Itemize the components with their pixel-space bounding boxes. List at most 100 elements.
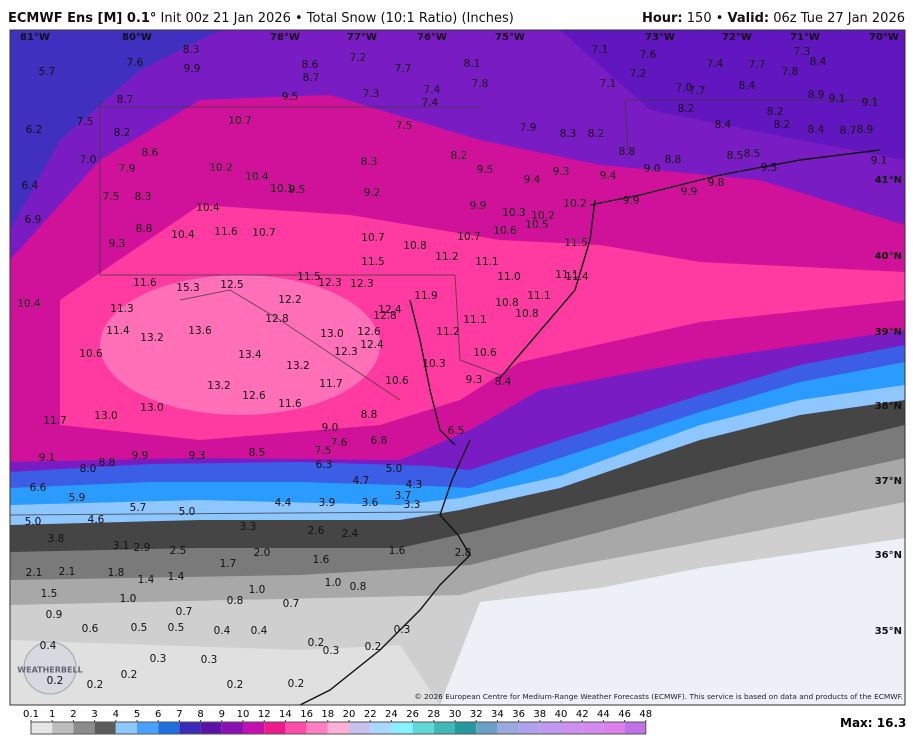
- point-value: 3.7: [395, 490, 412, 502]
- point-value: 11.1: [475, 256, 498, 268]
- lat-label: 37°N: [875, 476, 902, 487]
- point-value: 9.2: [364, 187, 381, 199]
- point-value: 0.6: [82, 623, 99, 635]
- point-value: 9.5: [282, 91, 299, 103]
- lon-label: 71°W: [790, 32, 820, 43]
- point-value: 9.0: [644, 163, 661, 175]
- lat-label: 35°N: [875, 626, 902, 637]
- point-value: 6.4: [22, 180, 39, 192]
- point-value: 12.8: [373, 310, 396, 322]
- point-value: 12.3: [318, 277, 341, 289]
- point-value: 10.7: [252, 227, 275, 239]
- point-value: 2.6: [308, 525, 325, 537]
- point-value: 8.1: [464, 58, 481, 70]
- colorbar-tick-label: 34: [491, 709, 504, 720]
- colorbar-swatch: [200, 722, 222, 734]
- point-value: 1.0: [249, 584, 266, 596]
- point-value: 9.9: [681, 186, 698, 198]
- point-value: 12.2: [278, 294, 301, 306]
- point-value: 9.8: [708, 177, 725, 189]
- model-name: ECMWF Ens [M] 0.1°: [8, 11, 156, 26]
- colorbar-swatch: [264, 722, 286, 734]
- point-value: 11.5: [564, 237, 587, 249]
- point-value: 10.2: [563, 198, 586, 210]
- colorbar-swatch: [561, 722, 583, 734]
- point-value: 8.5: [727, 150, 744, 162]
- point-value: 8.7: [117, 94, 134, 106]
- point-value: 2.4: [342, 528, 359, 540]
- point-value: 9.5: [761, 162, 778, 174]
- point-value: 8.2: [114, 127, 131, 139]
- colorbar-swatch: [73, 722, 95, 734]
- colorbar-swatch: [327, 722, 349, 734]
- point-value: 0.7: [176, 606, 193, 618]
- header-left: ECMWF Ens [M] 0.1° Init 00z 21 Jan 2026 …: [8, 11, 514, 26]
- point-value: 9.0: [322, 422, 339, 434]
- colorbar-tick-label: 16: [300, 709, 313, 720]
- point-value: 6.8: [371, 435, 388, 447]
- colorbar-swatch: [455, 722, 477, 734]
- point-value: 8.2: [774, 119, 791, 131]
- colorbar-swatch: [221, 722, 243, 734]
- point-value: 0.9: [46, 609, 63, 621]
- point-value: 10.8: [515, 308, 538, 320]
- point-value: 9.1: [862, 97, 879, 109]
- lon-label: 78°W: [270, 32, 300, 43]
- point-value: 3.3: [240, 521, 257, 533]
- point-value: 7.9: [520, 122, 537, 134]
- point-value: 5.0: [179, 506, 196, 518]
- colorbar-swatch: [476, 722, 498, 734]
- point-value: 7.0: [676, 82, 693, 94]
- colorbar-tick-label: 30: [449, 709, 462, 720]
- colorbar-tick-label: 12: [258, 709, 271, 720]
- colorbar-tick-label: 3: [91, 709, 97, 720]
- point-value: 8.9: [808, 89, 825, 101]
- point-value: 2.0: [254, 547, 271, 559]
- colorbar-tick-label: 44: [597, 709, 610, 720]
- colorbar-swatch: [391, 722, 413, 734]
- point-value: 7.7: [689, 85, 706, 97]
- colorbar-tick-label: 22: [364, 709, 377, 720]
- hour-label: Hour:: [642, 11, 683, 26]
- header-right: Hour: 150 • Valid: 06z Tue 27 Jan 2026: [642, 11, 905, 26]
- point-value: 9.4: [524, 174, 541, 186]
- colorbar-tick-label: 46: [618, 709, 631, 720]
- colorbar-tick-label: 4: [113, 709, 119, 720]
- lon-label: 81°W: [20, 32, 50, 43]
- colorbar-swatch: [603, 722, 625, 734]
- point-value: 7.6: [127, 57, 144, 69]
- point-value: 5.7: [130, 502, 147, 514]
- point-value: 4.6: [88, 514, 105, 526]
- point-value: 4.4: [275, 497, 292, 509]
- lon-label: 72°W: [722, 32, 752, 43]
- colorbar-swatch: [52, 722, 74, 734]
- point-value: 4.7: [353, 475, 370, 487]
- colorbar-swatch: [243, 722, 265, 734]
- point-value: 8.5: [744, 148, 761, 160]
- point-value: 7.6: [331, 437, 348, 449]
- colorbar-swatch: [158, 722, 180, 734]
- point-value: 7.5: [103, 191, 120, 203]
- point-value: 12.6: [242, 390, 266, 402]
- point-value: 13.0: [140, 402, 163, 414]
- point-value: 7.4: [707, 58, 724, 70]
- hour-value: 150 •: [687, 11, 724, 26]
- lon-label: 76°W: [417, 32, 447, 43]
- point-value: 0.2: [47, 675, 64, 687]
- point-value: 9.1: [871, 155, 888, 167]
- point-value: 13.6: [188, 325, 212, 337]
- point-value: 11.9: [414, 290, 437, 302]
- valid-label: Valid:: [728, 11, 770, 26]
- point-value: 10.4: [196, 202, 220, 214]
- state-line: [624, 99, 629, 151]
- point-value: 8.3: [183, 44, 200, 56]
- point-value: 3.6: [362, 497, 379, 509]
- point-value: 1.5: [41, 588, 58, 600]
- point-value: 8.2: [588, 128, 605, 140]
- point-value: 11.7: [319, 378, 342, 390]
- point-value: 7.5: [396, 120, 413, 132]
- point-value: 11.1: [463, 314, 486, 326]
- point-value: 7.2: [350, 52, 367, 64]
- point-value: 2.1: [59, 566, 76, 578]
- field-ne: [560, 30, 905, 160]
